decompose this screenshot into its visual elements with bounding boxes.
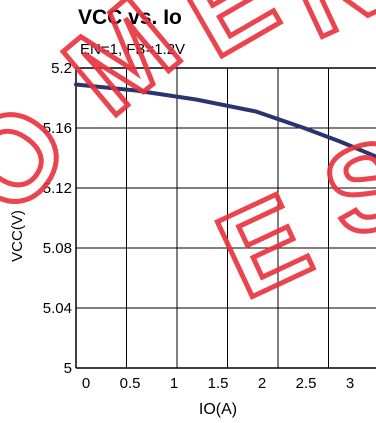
y-tick-label: 5 xyxy=(64,360,72,377)
chart-subtitle: EN=1, FB=1.2V xyxy=(80,41,186,58)
x-tick-label: 0 xyxy=(82,375,90,392)
x-tick-label: 2 xyxy=(258,375,266,392)
watermark-letter: O xyxy=(0,82,95,235)
x-tick-label: 1 xyxy=(170,375,178,392)
y-tick-label: 5.04 xyxy=(43,300,72,317)
series-line xyxy=(74,82,376,159)
x-tick-label: 2.5 xyxy=(296,375,317,392)
x-axis-label: IO(A) xyxy=(199,401,237,418)
y-tick-label: 5.12 xyxy=(43,180,72,197)
x-tick-label: 3 xyxy=(346,375,354,392)
x-tick-label: 1.5 xyxy=(208,375,229,392)
x-tick-label: 0.5 xyxy=(120,375,141,392)
y-tick-label: 5.16 xyxy=(43,120,72,137)
watermark-letter: E xyxy=(199,168,328,323)
y-tick-label: 5.2 xyxy=(51,60,72,77)
chart-title: VCC vs. Io xyxy=(78,6,182,29)
y-axis-label: VCC(V) xyxy=(9,210,26,262)
y-tick-label: 5.08 xyxy=(43,240,72,257)
